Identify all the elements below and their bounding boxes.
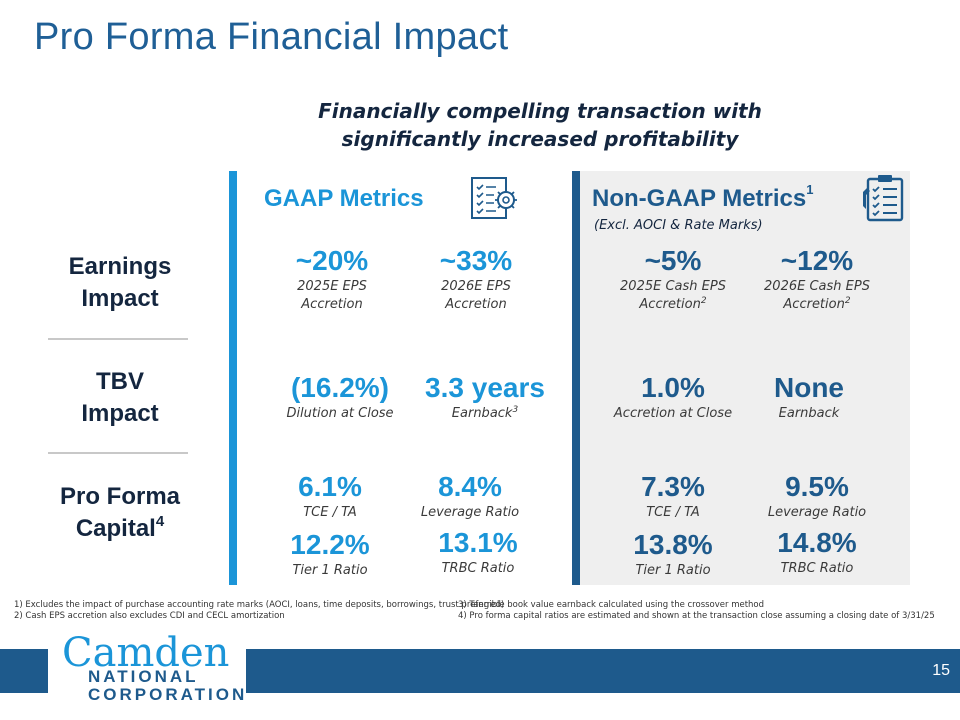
metric-caption: TCE / TA <box>646 505 700 520</box>
subtitle-line2: significantly increased profitability <box>341 127 739 151</box>
metric-value: 13.8% <box>633 529 713 560</box>
metric-caption: Tier 1 Ratio <box>635 563 711 578</box>
metric-caption: TCE / TA <box>303 505 357 520</box>
clipboard-checklist-icon <box>860 174 906 226</box>
metric-value: (16.2%) <box>290 372 390 403</box>
row-label-capital-footnote: 4 <box>155 513 165 530</box>
subtitle-line1: Financially compelling transaction with <box>318 99 762 123</box>
metric-caption: Leverage Ratio <box>420 505 520 520</box>
page-title: Pro Forma Financial Impact <box>34 16 509 58</box>
row-divider <box>48 338 188 340</box>
metric-capital-leverage: 8.4% Leverage Ratio <box>395 470 545 522</box>
gaap-heading: GAAP Metrics <box>264 185 424 212</box>
metric-caption: TRBC Ratio <box>441 561 515 576</box>
non-gaap-heading-footnote: 1 <box>806 182 814 197</box>
metric-capital-tier1: 12.2% Tier 1 Ratio <box>255 528 405 580</box>
metric-capital-ng-leverage: 9.5% Leverage Ratio <box>742 470 892 522</box>
footnote-marker: 2 <box>700 296 707 306</box>
metric-value: 1.0% <box>641 372 705 403</box>
non-gaap-heading-text: Non-GAAP Metrics <box>592 185 807 212</box>
metric-caption: Accretion at Close <box>613 406 733 421</box>
metric-caption: Accretion2 <box>598 296 748 315</box>
row-label-capital-text: Capital <box>75 515 156 542</box>
non-gaap-subheading: (Excl. AOCI & Rate Marks) <box>594 218 763 233</box>
metric-capital-tce-ta: 6.1% TCE / TA <box>255 470 405 522</box>
footnotes-right: 3) Tangible book value earnback calculat… <box>458 600 935 622</box>
metric-earnings-2026-eps: ~33% 2026E EPS Accretion <box>401 244 551 314</box>
row-label-capital-line2: Capital4 <box>40 513 200 548</box>
metric-caption: Accretion2 <box>742 296 892 315</box>
footnote-4: 4) Pro forma capital ratios are estimate… <box>458 611 935 621</box>
row-label-capital: Pro Forma Capital4 <box>40 481 200 548</box>
footnote-3: 3) Tangible book value earnback calculat… <box>458 600 765 610</box>
subtitle: Financially compelling transaction with … <box>0 97 960 153</box>
metric-value: 13.1% <box>438 527 518 558</box>
metric-caption-text: Accretion <box>783 297 845 312</box>
footnote-marker: 3 <box>512 405 519 415</box>
metric-value: 8.4% <box>438 471 502 502</box>
metric-caption: Accretion <box>445 297 507 312</box>
non-gaap-divider-bar <box>572 171 580 585</box>
metric-value: 6.1% <box>298 471 362 502</box>
metric-value: 12.2% <box>290 529 370 560</box>
footnotes-left: 1) Excludes the impact of purchase accou… <box>14 600 504 622</box>
logo-wordmark: Camden <box>62 630 230 676</box>
metric-caption-text: Accretion <box>639 297 701 312</box>
metric-capital-ng-tier1: 13.8% Tier 1 Ratio <box>598 528 748 580</box>
metric-earnings-2025-eps: ~20% 2025E EPS Accretion <box>257 244 407 314</box>
metric-value: None <box>774 372 844 403</box>
metric-caption: Earnback <box>778 406 840 421</box>
metric-value: ~12% <box>780 245 854 276</box>
row-label-earnings-line2: Impact <box>81 285 159 312</box>
metric-value: 14.8% <box>777 527 857 558</box>
metric-caption: Earnback3 <box>410 405 560 424</box>
row-label-tbv-line1: TBV <box>96 368 144 395</box>
metric-capital-ng-trbc: 14.8% TRBC Ratio <box>742 526 892 578</box>
metric-earnings-2026-cash-eps: ~12% 2026E Cash EPS Accretion2 <box>742 244 892 315</box>
metric-caption: Accretion <box>301 297 363 312</box>
metric-capital-ng-tce-ta: 7.3% TCE / TA <box>598 470 748 522</box>
metric-tbv-accretion: 1.0% Accretion at Close <box>598 371 748 423</box>
metric-value: 7.3% <box>641 471 705 502</box>
metric-tbv-earnback: 3.3 years Earnback3 <box>410 371 560 424</box>
checklist-gear-icon <box>470 176 520 224</box>
metric-capital-trbc: 13.1% TRBC Ratio <box>403 526 553 578</box>
footnote-1: 1) Excludes the impact of purchase accou… <box>14 600 505 610</box>
metric-caption: 2025E Cash EPS <box>620 279 726 294</box>
row-label-tbv: TBV Impact <box>40 366 200 430</box>
footnote-2: 2) Cash EPS accretion also excludes CDI … <box>14 611 285 621</box>
metric-value: ~20% <box>295 245 369 276</box>
metric-tbv-dilution: (16.2%) Dilution at Close <box>265 371 415 423</box>
metric-value: ~33% <box>439 245 513 276</box>
row-label-earnings: Earnings Impact <box>40 251 200 315</box>
page-number: 15 <box>932 662 950 679</box>
metric-tbv-non-gaap-earnback: None Earnback <box>734 371 884 423</box>
metric-caption: TRBC Ratio <box>780 561 854 576</box>
logo <box>48 630 246 708</box>
non-gaap-panel <box>580 171 910 585</box>
metric-caption: Leverage Ratio <box>767 505 867 520</box>
metric-caption-text: Earnback <box>451 406 513 421</box>
metric-caption: Dilution at Close <box>286 406 394 421</box>
row-label-earnings-line1: Earnings <box>68 253 172 280</box>
metric-value: 9.5% <box>785 471 849 502</box>
row-label-tbv-line2: Impact <box>81 400 159 427</box>
metric-caption: 2026E EPS <box>441 279 511 294</box>
metric-value: 3.3 years <box>425 372 545 403</box>
row-divider <box>48 452 188 454</box>
footnote-marker: 2 <box>844 296 851 306</box>
metric-earnings-2025-cash-eps: ~5% 2025E Cash EPS Accretion2 <box>598 244 748 315</box>
row-label-capital-line1: Pro Forma <box>59 483 181 510</box>
non-gaap-heading: Non-GAAP Metrics1 <box>592 182 814 213</box>
metric-caption: Tier 1 Ratio <box>292 563 368 578</box>
metric-caption: 2026E Cash EPS <box>764 279 870 294</box>
metric-caption: 2025E EPS <box>297 279 367 294</box>
metric-value: ~5% <box>644 245 702 276</box>
logo-subtext: NATIONAL CORPORATION <box>88 667 248 704</box>
gaap-divider-bar <box>229 171 237 585</box>
